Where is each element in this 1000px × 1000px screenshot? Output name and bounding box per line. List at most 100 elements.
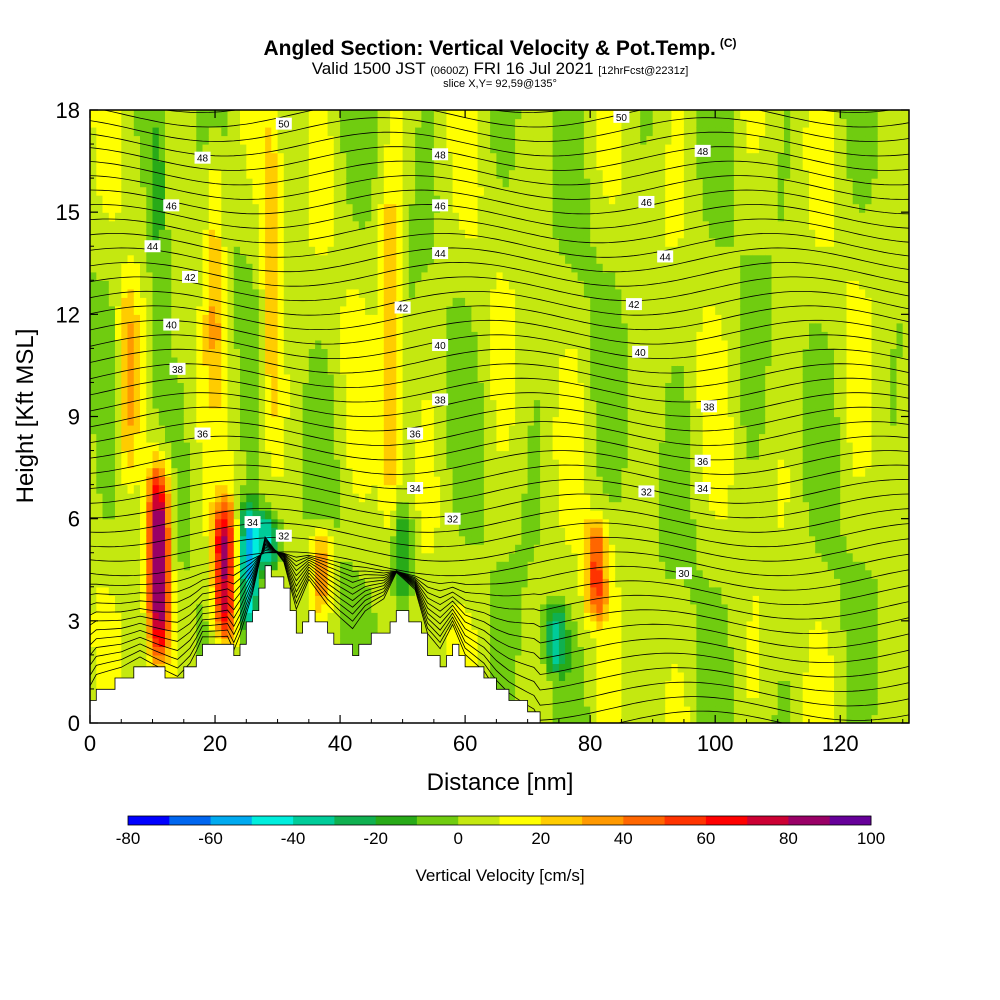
field-cell (140, 135, 147, 145)
field-cell (465, 229, 472, 239)
field-cell (127, 612, 135, 622)
field-cell (252, 169, 260, 179)
field-cell (283, 135, 291, 145)
field-cell (308, 152, 316, 162)
field-cell (208, 527, 216, 537)
field-cell (208, 552, 216, 562)
field-cell (302, 365, 310, 375)
field-cell (108, 331, 116, 341)
field-cell (165, 297, 172, 307)
field-cell (283, 442, 291, 452)
field-cell (396, 314, 404, 324)
field-cell (246, 271, 254, 281)
field-cell (502, 637, 510, 647)
field-cell (165, 144, 172, 154)
field-cell (477, 365, 485, 375)
field-cell (477, 356, 485, 366)
field-cell (515, 629, 522, 639)
field-cell (133, 178, 141, 188)
field-cell (483, 459, 491, 469)
field-cell (490, 305, 497, 315)
field-cell (508, 535, 516, 545)
field-cell (152, 612, 160, 622)
field-cell (140, 586, 147, 596)
field-cell (202, 612, 210, 622)
field-cell (158, 484, 166, 494)
field-cell (127, 578, 135, 588)
field-cell (346, 467, 354, 477)
field-cell (352, 399, 360, 409)
field-cell (477, 399, 485, 409)
field-cell (158, 212, 166, 222)
field-cell (390, 450, 397, 460)
field-cell (421, 399, 429, 409)
field-cell (265, 305, 272, 315)
field-cell (140, 467, 147, 477)
field-cell (302, 595, 310, 605)
chart-subtitle: Valid 1500 JST (0600Z) FRI 16 Jul 2021 [… (0, 60, 1000, 80)
field-cell (365, 152, 372, 162)
field-cell (471, 425, 479, 435)
field-cell (408, 561, 416, 571)
field-cell (121, 118, 129, 128)
field-cell (102, 637, 110, 647)
field-cell (227, 612, 235, 622)
field-cell (471, 229, 479, 239)
field-cell (508, 169, 516, 179)
field-cell (183, 535, 191, 545)
field-cell (227, 459, 235, 469)
field-cell (471, 459, 479, 469)
field-cell (252, 450, 260, 460)
field-cell (90, 425, 97, 435)
field-cell (233, 127, 241, 137)
field-cell (340, 510, 347, 520)
field-cell (115, 518, 122, 528)
field-cell (208, 459, 216, 469)
field-cell (108, 552, 116, 562)
field-cell (277, 271, 285, 281)
field-cell (208, 195, 216, 205)
field-cell (108, 297, 116, 307)
field-cell (171, 527, 179, 537)
field-cell (458, 646, 466, 656)
field-cell (340, 186, 347, 196)
field-cell (458, 510, 466, 520)
field-cell (252, 416, 260, 426)
field-cell (346, 433, 354, 443)
field-cell (240, 442, 247, 452)
field-cell (246, 569, 254, 579)
field-cell (152, 288, 160, 298)
field-cell (140, 169, 147, 179)
field-cell (415, 161, 422, 171)
field-cell (271, 450, 279, 460)
field-cell (227, 433, 235, 443)
field-cell (321, 433, 329, 443)
field-cell (490, 484, 497, 494)
field-cell (146, 476, 154, 486)
field-cell (258, 314, 266, 324)
field-cell (315, 195, 322, 205)
field-cell (252, 603, 260, 613)
field-cell (396, 135, 404, 145)
field-cell (502, 118, 510, 128)
field-cell (471, 501, 479, 511)
field-cell (340, 569, 347, 579)
field-cell (327, 237, 335, 247)
field-cell (465, 212, 472, 222)
field-cell (452, 408, 460, 418)
field-cell (208, 561, 216, 571)
field-cell (315, 391, 322, 401)
field-cell (327, 348, 335, 358)
field-cell (296, 246, 304, 256)
field-cell (346, 459, 354, 469)
field-cell (458, 144, 466, 154)
field-cell (208, 637, 216, 647)
field-cell (246, 484, 254, 494)
field-cell (371, 365, 379, 375)
field-cell (96, 314, 104, 324)
field-cell (415, 416, 422, 426)
field-cell (121, 518, 129, 528)
field-cell (483, 305, 491, 315)
field-cell (290, 118, 297, 128)
field-cell (415, 348, 422, 358)
